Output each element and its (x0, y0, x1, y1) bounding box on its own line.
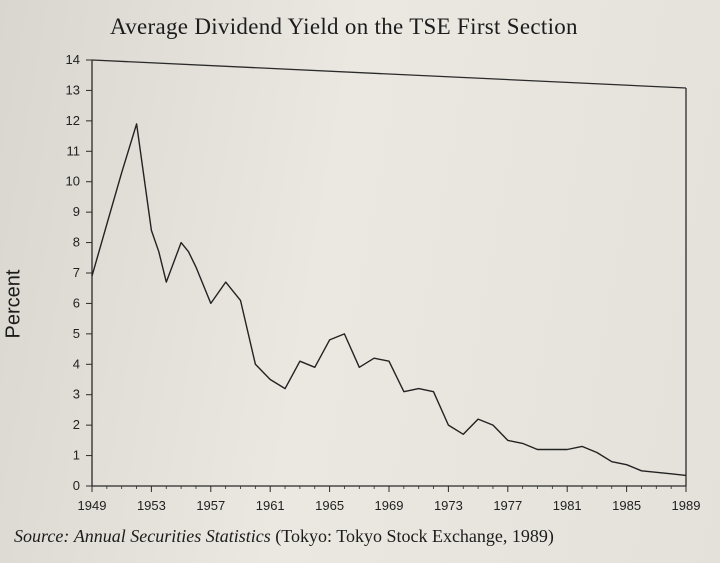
y-tick-label: 2 (73, 417, 80, 432)
x-tick-label: 1969 (375, 498, 404, 513)
x-tick-label: 1961 (256, 498, 285, 513)
y-tick-label: 4 (73, 356, 80, 371)
y-tick-label: 6 (73, 295, 80, 310)
series-line (91, 123, 687, 477)
y-tick-label: 9 (73, 204, 80, 219)
x-tick-label: 1965 (315, 498, 344, 513)
y-tick-label: 5 (73, 326, 80, 341)
chart-axes (91, 59, 687, 487)
y-tick-label: 0 (73, 478, 80, 493)
x-tick-label: 1973 (434, 498, 463, 513)
series-layer (91, 123, 687, 477)
y-tick-label: 8 (73, 235, 80, 250)
x-axis-ticks: 1949 1953 1957 1961 1965 1969 1973 1977 1981 1985… (78, 486, 701, 513)
y-tick-label: 3 (73, 387, 80, 402)
x-tick-label: 1949 (78, 498, 107, 513)
y-tick-label: 13 (66, 82, 80, 97)
x-tick-label: 1977 (493, 498, 522, 513)
x-tick-label: 1953 (137, 498, 166, 513)
y-tick-label: 1 (73, 448, 80, 463)
y-tick-label: 10 (66, 174, 80, 189)
plot-frame-top (91, 59, 687, 89)
x-tick-label: 1989 (672, 498, 701, 513)
x-tick-label: 1985 (612, 498, 641, 513)
y-tick-label: 7 (73, 265, 80, 280)
source-work-title: Annual Securities Statistics (73, 526, 271, 546)
source-prefix: Source: (14, 526, 70, 546)
source-citation: Source: Annual Securities Statistics (To… (14, 526, 554, 547)
x-tick-label: 1981 (553, 498, 582, 513)
source-detail: (Tokyo: Tokyo Stock Exchange, 1989) (275, 526, 554, 546)
y-tick-label: 12 (66, 113, 80, 128)
chart-title: Average Dividend Yield on the TSE First … (110, 14, 578, 39)
y-tick-label: 14 (66, 52, 80, 67)
y-tick-label: 11 (67, 143, 81, 158)
x-tick-label: 1957 (196, 498, 225, 513)
